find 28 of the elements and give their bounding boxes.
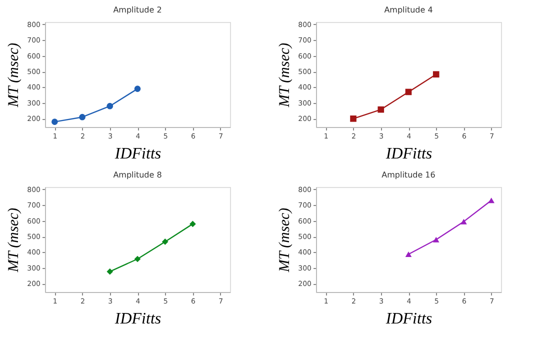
chart-title: Amplitude 2 [113,5,162,14]
y-axis-title: MT (msec) [277,208,294,274]
point [134,256,141,262]
point [106,268,114,275]
point [378,106,384,113]
point [52,118,58,125]
point [405,88,412,96]
point [432,236,440,242]
point [350,116,356,122]
y-axis-title: MT (msec) [6,208,22,274]
y-axis-title: MT (msec) [6,42,22,108]
chart-title: Amplitude 4 [384,5,433,14]
y-axis-title: MT (msec) [277,42,294,108]
point [405,252,412,258]
point [106,102,114,110]
point [190,220,196,228]
point [460,218,467,224]
x-axis-title: IDFitts [384,146,432,162]
chart-title: Amplitude 16 [382,170,436,180]
x-axis-title: IDFitts [114,146,162,162]
x-axis-title: IDFitts [384,310,432,328]
point [432,71,440,78]
x-axis-title: IDFitts [114,310,162,328]
point [134,86,141,92]
point [162,238,168,245]
chart-title: Amplitude 8 [113,170,162,180]
point [79,114,86,120]
point [488,198,494,204]
